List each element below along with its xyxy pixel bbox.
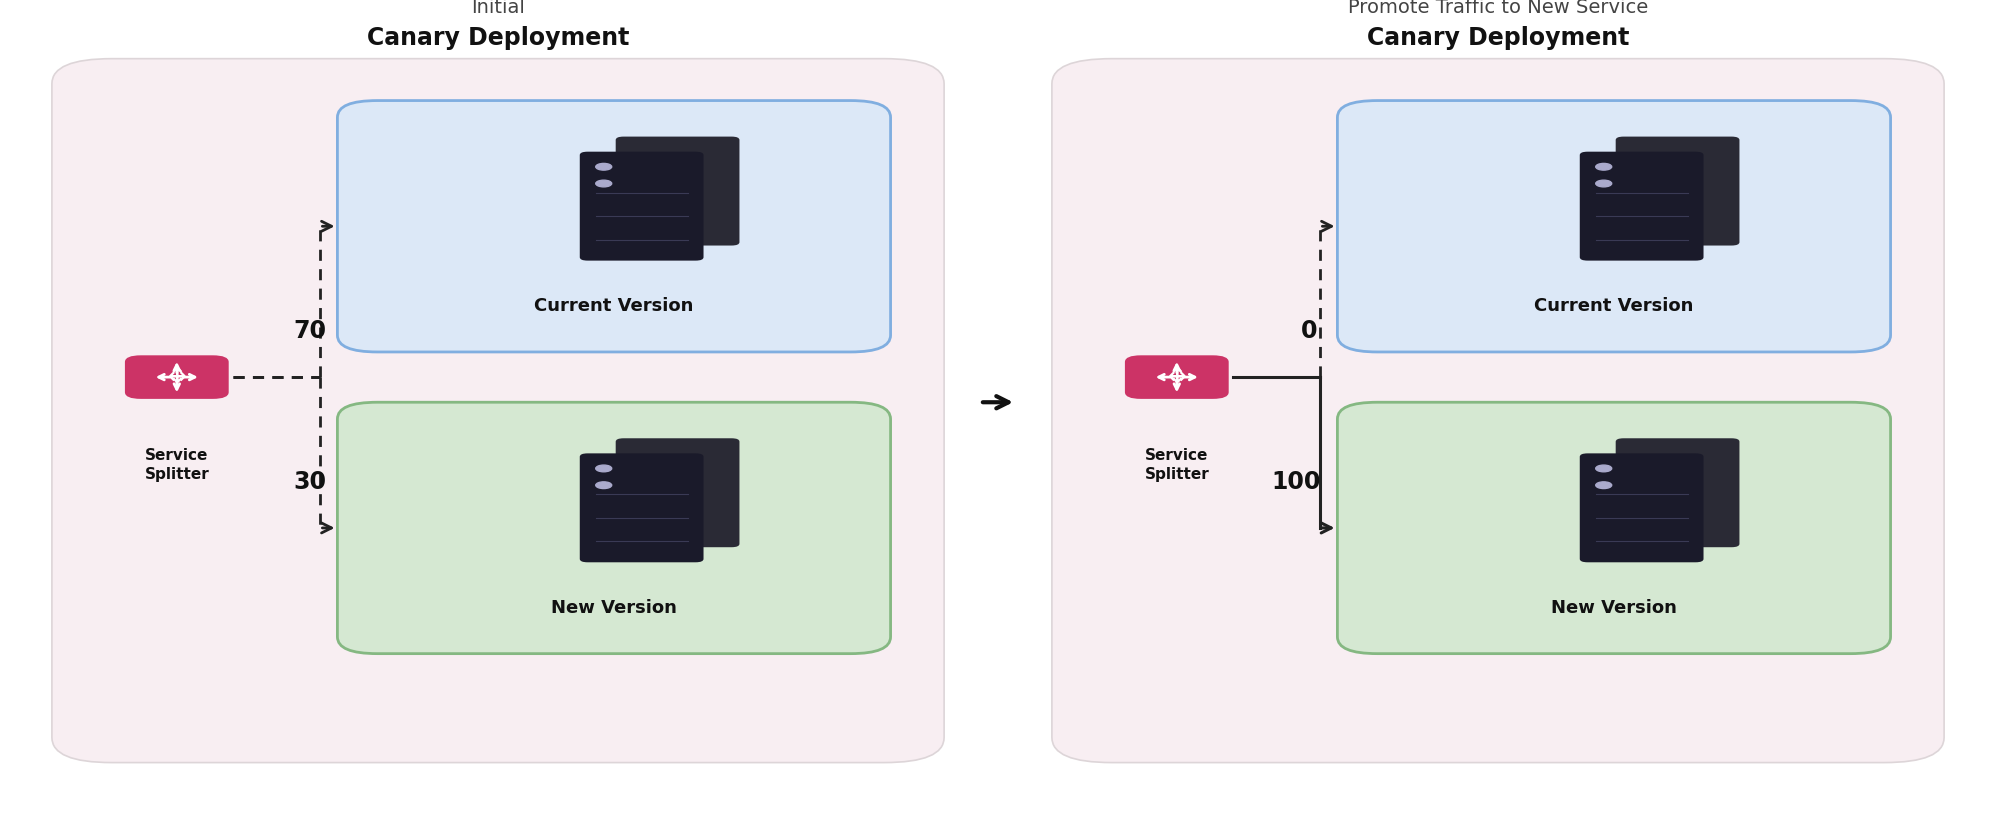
Circle shape bbox=[595, 465, 611, 472]
Text: ↕: ↕ bbox=[168, 367, 186, 387]
FancyBboxPatch shape bbox=[615, 137, 739, 246]
Text: 70: 70 bbox=[293, 319, 325, 343]
Text: Service
Splitter: Service Splitter bbox=[144, 448, 210, 482]
Text: Initial: Initial bbox=[471, 0, 525, 17]
FancyBboxPatch shape bbox=[337, 101, 890, 352]
Text: New Version: New Version bbox=[1551, 598, 1677, 617]
Text: Current Version: Current Version bbox=[535, 297, 695, 315]
Text: ↕: ↕ bbox=[1168, 367, 1186, 387]
Text: Service
Splitter: Service Splitter bbox=[1144, 448, 1210, 482]
Text: Promote Traffic to New Service: Promote Traffic to New Service bbox=[1347, 0, 1649, 17]
Text: New Version: New Version bbox=[551, 598, 677, 617]
Circle shape bbox=[1595, 482, 1611, 489]
Circle shape bbox=[595, 482, 611, 489]
FancyBboxPatch shape bbox=[52, 59, 944, 763]
FancyBboxPatch shape bbox=[615, 438, 739, 547]
FancyBboxPatch shape bbox=[579, 152, 703, 261]
FancyBboxPatch shape bbox=[337, 402, 890, 654]
FancyBboxPatch shape bbox=[1615, 438, 1739, 547]
Circle shape bbox=[1595, 180, 1611, 187]
Text: 0: 0 bbox=[1301, 319, 1317, 343]
Text: ↔: ↔ bbox=[168, 367, 186, 387]
Text: 100: 100 bbox=[1271, 470, 1319, 494]
Text: Canary Deployment: Canary Deployment bbox=[1367, 26, 1629, 50]
FancyBboxPatch shape bbox=[579, 453, 703, 562]
FancyBboxPatch shape bbox=[1126, 355, 1230, 399]
Text: ↔: ↔ bbox=[1168, 367, 1186, 387]
FancyBboxPatch shape bbox=[1337, 101, 1890, 352]
Text: Canary Deployment: Canary Deployment bbox=[367, 26, 629, 50]
Circle shape bbox=[1595, 465, 1611, 472]
FancyBboxPatch shape bbox=[1337, 402, 1890, 654]
Text: 30: 30 bbox=[293, 470, 325, 494]
FancyBboxPatch shape bbox=[1579, 453, 1703, 562]
FancyBboxPatch shape bbox=[126, 355, 230, 399]
FancyBboxPatch shape bbox=[1579, 152, 1703, 261]
FancyBboxPatch shape bbox=[1615, 137, 1739, 246]
Circle shape bbox=[595, 180, 611, 187]
Circle shape bbox=[595, 163, 611, 170]
Circle shape bbox=[1595, 163, 1611, 170]
Text: Current Version: Current Version bbox=[1535, 297, 1695, 315]
FancyBboxPatch shape bbox=[1052, 59, 1944, 763]
